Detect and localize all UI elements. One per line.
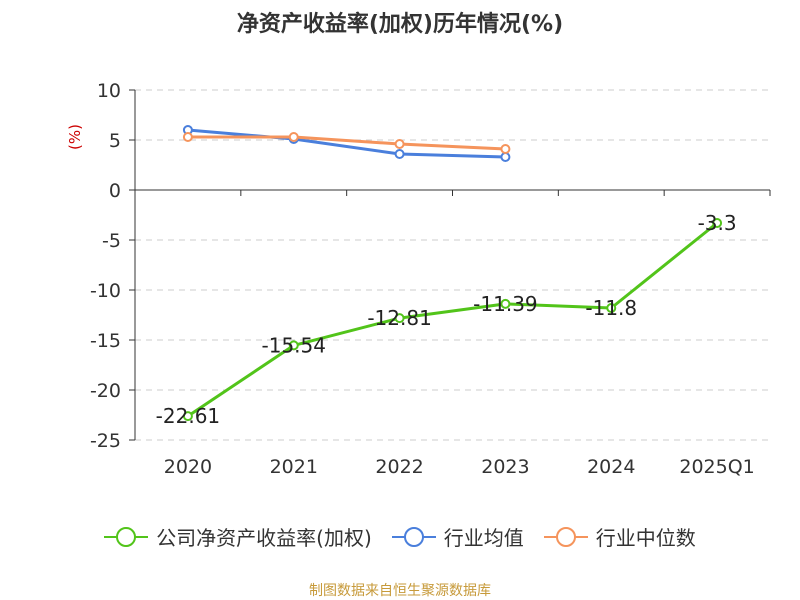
legend-label-industry-median: 行业中位数 <box>595 526 696 550</box>
x-tick-label: 2025Q1 <box>679 456 754 478</box>
data-point-0 <box>182 411 193 422</box>
y-tick-label: 0 <box>109 180 121 202</box>
data-label: -22.61 <box>156 404 220 428</box>
data-point-1 <box>500 152 511 162</box>
data-source-note: 制图数据来自恒生聚源数据库 <box>309 583 491 599</box>
data-point-2 <box>500 144 511 154</box>
y-tick-label: -20 <box>90 380 121 402</box>
legend-marker-industry-median <box>543 526 588 547</box>
data-label: -11.8 <box>585 296 637 320</box>
x-tick-label: 2022 <box>375 456 423 478</box>
legend-label-industry-mean: 行业均值 <box>443 526 524 550</box>
data-point-0 <box>712 218 723 228</box>
data-point-0 <box>394 313 405 324</box>
legend: 公司净资产收益率(加权) 行业均值 行业中位数 <box>0 522 800 551</box>
data-label: -11.39 <box>473 292 537 316</box>
y-tick-label: 10 <box>97 80 121 102</box>
series-line-2 <box>187 135 506 151</box>
legend-item-industry-median[interactable]: 行业中位数 <box>543 522 696 551</box>
data-label: -3.3 <box>698 211 737 235</box>
series-line-0 <box>187 221 719 418</box>
x-tick-label: 2021 <box>270 456 318 478</box>
data-label: -15.54 <box>262 333 326 357</box>
chart-title: 净资产收益率(加权)历年情况(%) <box>236 12 564 37</box>
legend-label-company: 公司净资产收益率(加权) <box>156 526 372 550</box>
x-tick-label: 2023 <box>481 456 529 478</box>
data-point-2 <box>182 132 193 142</box>
data-point-0 <box>288 340 299 351</box>
series-line-1 <box>187 128 506 159</box>
legend-marker-company <box>104 526 149 547</box>
data-point-2 <box>288 132 299 142</box>
legend-item-industry-mean[interactable]: 行业均值 <box>391 522 524 551</box>
data-label: -12.81 <box>367 306 431 330</box>
x-tick-label: 2024 <box>587 456 635 478</box>
data-point-0 <box>606 303 617 313</box>
data-point-1 <box>394 149 405 159</box>
data-point-0 <box>500 298 511 309</box>
y-tick-label: -10 <box>90 280 121 302</box>
legend-item-company[interactable]: 公司净资产收益率(加权) <box>104 522 372 551</box>
legend-marker-industry-mean <box>391 526 436 547</box>
y-tick-label: -5 <box>102 230 121 252</box>
x-tick-label: 2020 <box>164 456 212 478</box>
y-tick-label: 5 <box>109 130 121 152</box>
y-tick-label: -15 <box>90 330 121 352</box>
data-point-2 <box>394 139 405 149</box>
y-tick-label: -25 <box>90 430 121 452</box>
